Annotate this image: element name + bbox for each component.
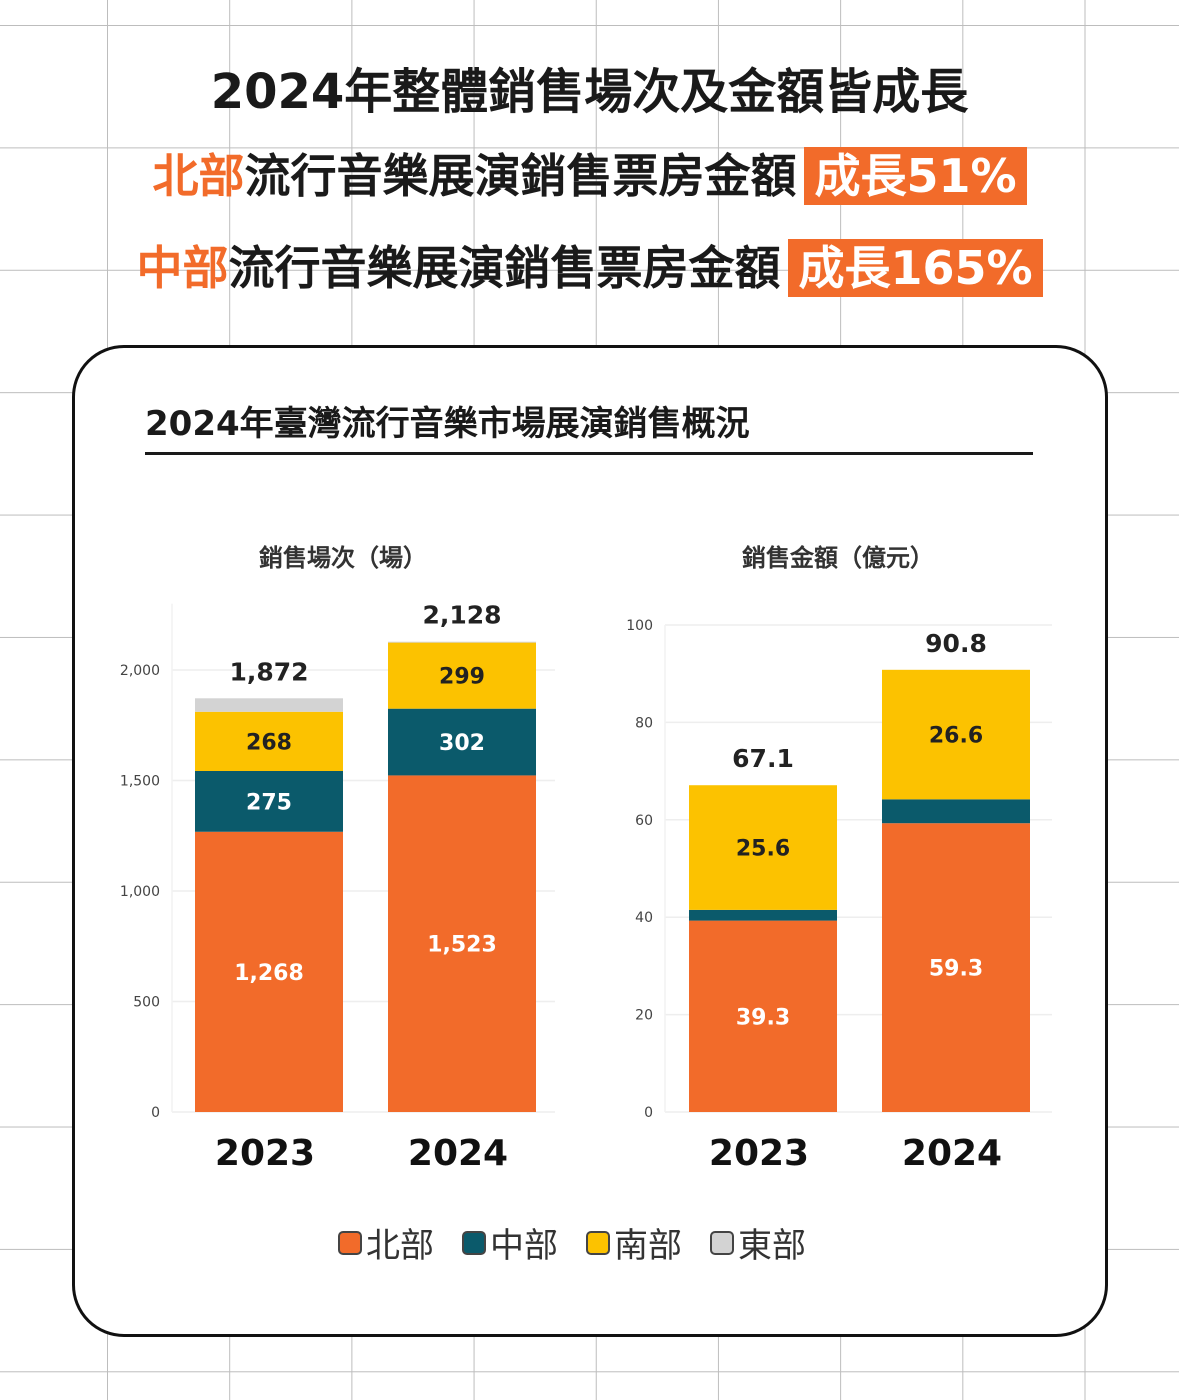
data-label: 275 [246, 790, 292, 815]
headline-text: 流行音樂展演銷售票房金額 [244, 149, 797, 203]
data-label: 26.6 [929, 724, 983, 749]
bar-segment-東部 [195, 698, 343, 712]
data-label: 25.6 [736, 837, 790, 862]
legend-label: 東部 [738, 1226, 806, 1266]
legend-item-south: 南部 [586, 1218, 682, 1267]
legend-label: 中部 [490, 1226, 558, 1266]
data-label: 39.3 [736, 1005, 790, 1030]
data-label: 1,523 [427, 933, 497, 958]
total-label: 67.1 [732, 744, 794, 773]
bar-segment-南部 [689, 785, 837, 910]
region-central: 中部 [136, 241, 229, 295]
headline-text: 流行音樂展演銷售票房金額 [228, 241, 781, 295]
bar-segment-中部 [388, 708, 536, 776]
y-tick-label: 0 [644, 1105, 653, 1121]
y-tick-label: 1,500 [120, 774, 160, 790]
bar-segment-南部 [195, 711, 343, 771]
legend-swatch [710, 1230, 734, 1255]
x-category-label: 2023 [215, 1133, 315, 1174]
bar-segment-南部 [882, 669, 1030, 800]
chart-title: 2024年臺灣流行音樂市場展演銷售概況 [145, 404, 750, 444]
total-label: 1,872 [229, 657, 308, 686]
bar-segment-北部 [388, 775, 536, 1112]
bar-segment-中部 [882, 799, 1030, 824]
y-tick-label: 2,000 [120, 663, 160, 679]
bar-segment-北部 [195, 831, 343, 1112]
legend-swatch [462, 1230, 486, 1255]
x-category-label: 2024 [408, 1133, 508, 1174]
bar-segment-中部 [195, 770, 343, 832]
region-north: 北部 [152, 149, 245, 203]
legend-item-north: 北部 [338, 1218, 434, 1267]
y-tick-label: 1,000 [120, 884, 160, 900]
total-label: 90.8 [925, 629, 987, 658]
growth-badge: 成長51% [804, 147, 1027, 205]
bar-segment-北部 [689, 920, 837, 1112]
title-divider [145, 452, 1033, 455]
legend: 北部 中部 南部 東部 [338, 1218, 806, 1267]
data-label: 1,268 [234, 961, 304, 986]
legend-swatch [338, 1230, 362, 1255]
bar-segment-南部 [388, 642, 536, 709]
y-tick-label: 60 [635, 813, 653, 829]
bar-segment-中部 [689, 909, 837, 921]
subtitle-sessions: 銷售場次（場） [259, 544, 427, 572]
data-label: 59.3 [929, 957, 983, 982]
legend-label: 南部 [614, 1226, 682, 1266]
total-label: 2,128 [422, 601, 501, 630]
x-category-label: 2023 [709, 1133, 809, 1174]
legend-label: 北部 [366, 1226, 434, 1266]
y-tick-label: 80 [635, 715, 653, 731]
y-tick-label: 500 [133, 995, 160, 1011]
headline-central: 中部流行音樂展演銷售票房金額 成長165% [0, 232, 1179, 298]
y-tick-label: 20 [635, 1008, 653, 1024]
headline-north: 北部流行音樂展演銷售票房金額 成長51% [0, 140, 1179, 206]
data-label: 299 [439, 665, 485, 690]
bar-segment-北部 [882, 823, 1030, 1112]
growth-badge: 成長165% [788, 239, 1043, 297]
y-tick-label: 100 [626, 618, 653, 634]
bar-segment-東部 [388, 641, 536, 643]
x-category-label: 2024 [902, 1133, 1002, 1174]
legend-swatch [586, 1230, 610, 1255]
legend-item-east: 東部 [710, 1218, 806, 1267]
data-label: 302 [439, 731, 485, 756]
headline-main: 2024年整體銷售場次及金額皆成長 [210, 64, 969, 120]
subtitle-amount: 銷售金額（億元） [742, 544, 934, 572]
legend-item-central: 中部 [462, 1218, 558, 1267]
y-tick-label: 0 [151, 1105, 160, 1121]
y-tick-label: 40 [635, 910, 653, 926]
data-label: 268 [246, 730, 292, 755]
